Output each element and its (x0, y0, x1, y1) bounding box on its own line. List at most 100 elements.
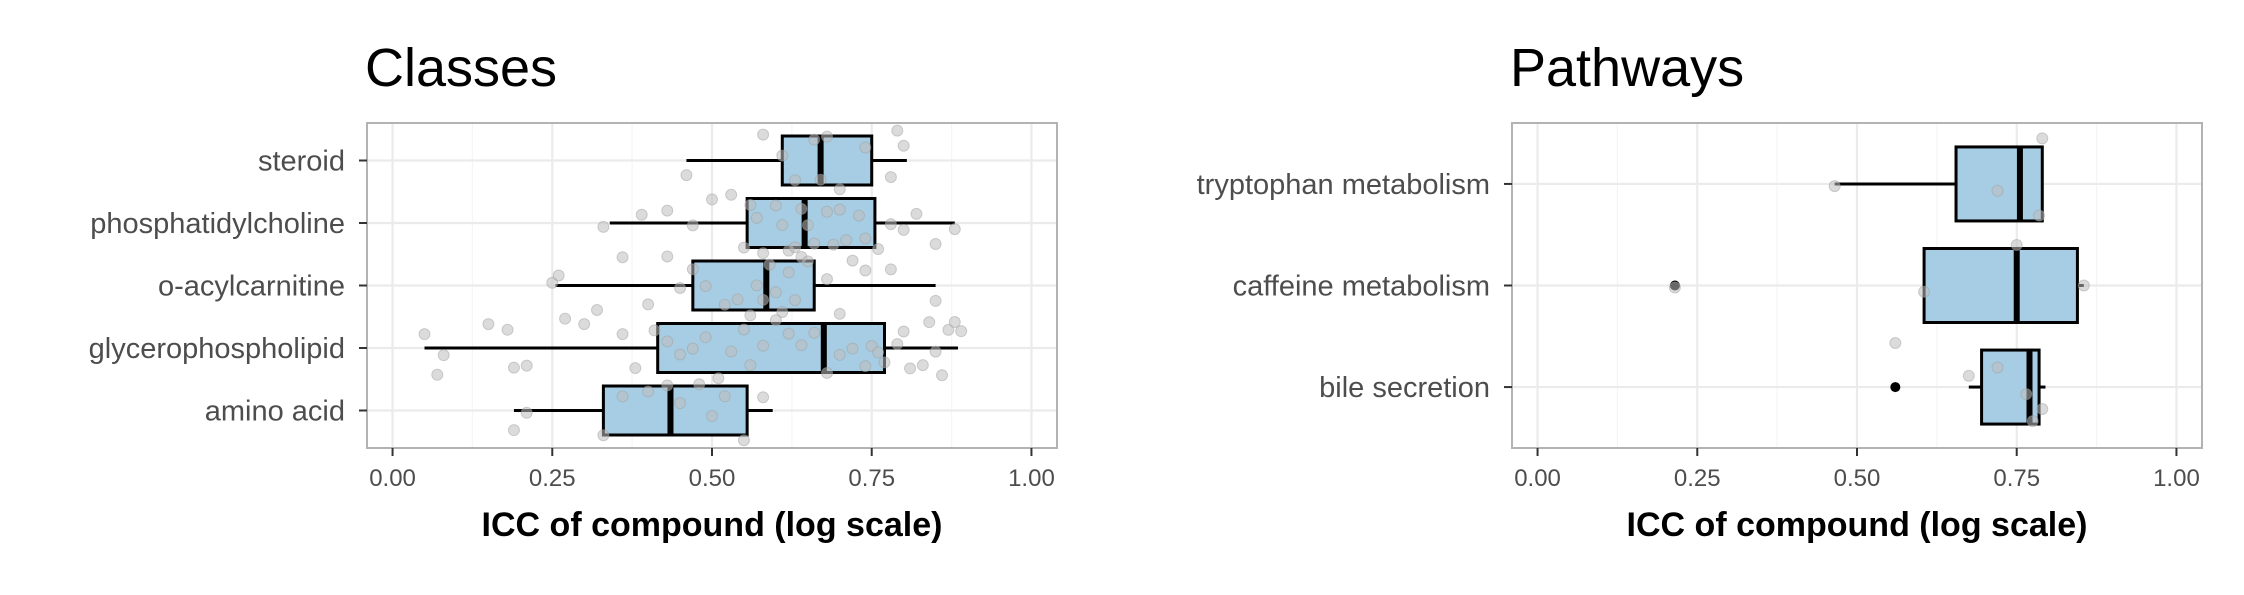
jitter-point (501, 323, 514, 336)
jitter-point (699, 331, 712, 344)
jitter-point (795, 202, 808, 215)
jitter-point (642, 385, 655, 398)
jitter-point (891, 338, 904, 351)
jitter-point (737, 241, 750, 254)
jitter-point (808, 237, 821, 250)
outlier-point (1890, 382, 1901, 393)
jitter-point (821, 205, 833, 218)
jitter-point (597, 220, 610, 233)
jitter-point (546, 276, 559, 289)
jitter-point (891, 124, 904, 137)
jitter-point (597, 429, 610, 442)
jitter-point (897, 325, 910, 338)
x-axis-title: ICC of compound (log scale) (482, 506, 943, 544)
jitter-point (769, 286, 782, 299)
jitter-point (782, 327, 795, 340)
x-tick-label: 0.50 (689, 465, 736, 492)
jitter-point (2033, 209, 2046, 222)
jitter-point (737, 434, 750, 447)
jitter-point (808, 326, 821, 339)
jitter-point (2077, 279, 2090, 292)
jitter-point (718, 298, 731, 311)
jitter-point (750, 279, 763, 292)
jitter-point (686, 342, 699, 355)
jitter-point (821, 273, 833, 286)
jitter-point (833, 183, 846, 196)
jitter-point (2010, 239, 2023, 252)
jitter-point (923, 316, 936, 329)
panel-title: Classes (365, 38, 557, 98)
box-iqr (1922, 247, 2079, 324)
x-tick-label: 0.50 (1834, 465, 1881, 492)
jitter-point (776, 219, 789, 232)
jitter-point (1962, 369, 1975, 382)
jitter-point (699, 280, 712, 293)
jitter-point (789, 294, 802, 307)
panel-classes: steroid phosphatidylcholine o-acylcarnitin… (89, 38, 1058, 544)
jitter-point (763, 258, 776, 271)
jitter-point (859, 232, 872, 245)
jitter-point (757, 128, 770, 141)
jitter-point (552, 269, 565, 282)
jitter-point (744, 198, 757, 211)
box-iqr (656, 322, 887, 374)
jitter-point (757, 391, 770, 404)
jitter-point (507, 424, 520, 437)
jitter-point (731, 293, 744, 306)
jitter-point (2036, 132, 2049, 145)
x-tick-label: 0.25 (529, 465, 576, 492)
panel-pathways: tryptophan metabolism caffeine metabolism… (1197, 38, 2203, 544)
box-glycerophospholipid (424, 322, 958, 374)
jitter-point (948, 316, 961, 329)
jitter-point (897, 223, 910, 236)
jitter-point (955, 325, 968, 338)
jitter-point (661, 335, 674, 348)
x-tick-label: 0.75 (1993, 465, 2040, 492)
jitter-point (648, 324, 661, 337)
jitter-point (872, 243, 885, 256)
jitter-point (916, 359, 929, 372)
x-tick-label: 0.00 (369, 465, 416, 492)
jitter-point (706, 193, 718, 206)
box-caffeine-metabolism (1669, 247, 2084, 324)
jitter-point (821, 366, 833, 379)
box-tryptophan-metabolism (1834, 145, 2044, 223)
jitter-point (897, 139, 910, 152)
y-tick-label: steroid (258, 146, 345, 178)
jitter-point (661, 250, 674, 263)
jitter-point (642, 298, 655, 311)
jitter-point (616, 390, 629, 403)
jitter-point (769, 199, 782, 212)
y-tick-label: caffeine metabolism (1233, 271, 1490, 303)
x-tick-label: 1.00 (1008, 465, 1055, 492)
jitter-point (418, 328, 431, 341)
jitter-point (833, 203, 846, 216)
jitter-point (833, 307, 846, 320)
jitter-point (1889, 337, 1902, 350)
jitter-point (2026, 415, 2039, 428)
jitter-point (801, 219, 814, 232)
jitter-point (520, 359, 533, 372)
jitter-point (801, 255, 814, 268)
jitter-point (578, 318, 591, 331)
jitter-point (616, 328, 629, 341)
jitter-point (846, 254, 859, 267)
jitter-point (757, 293, 770, 306)
jitter-point (686, 219, 699, 232)
jitter-point (750, 211, 763, 224)
x-tick-label: 1.00 (2153, 465, 2200, 492)
jitter-point (2020, 388, 2033, 401)
jitter-point (859, 141, 872, 154)
jitter-point (1991, 361, 2004, 374)
jitter-point (725, 188, 738, 201)
jitter-point (744, 359, 757, 372)
y-tick-label: tryptophan metabolism (1197, 169, 1490, 201)
jitter-point (840, 234, 853, 247)
jitter-point (904, 362, 917, 375)
x-tick-label: 0.00 (1514, 465, 1561, 492)
jitter-point (776, 149, 789, 162)
jitter-point (482, 318, 495, 331)
box-bile-secretion (1890, 348, 2046, 426)
jitter-point (769, 314, 782, 327)
